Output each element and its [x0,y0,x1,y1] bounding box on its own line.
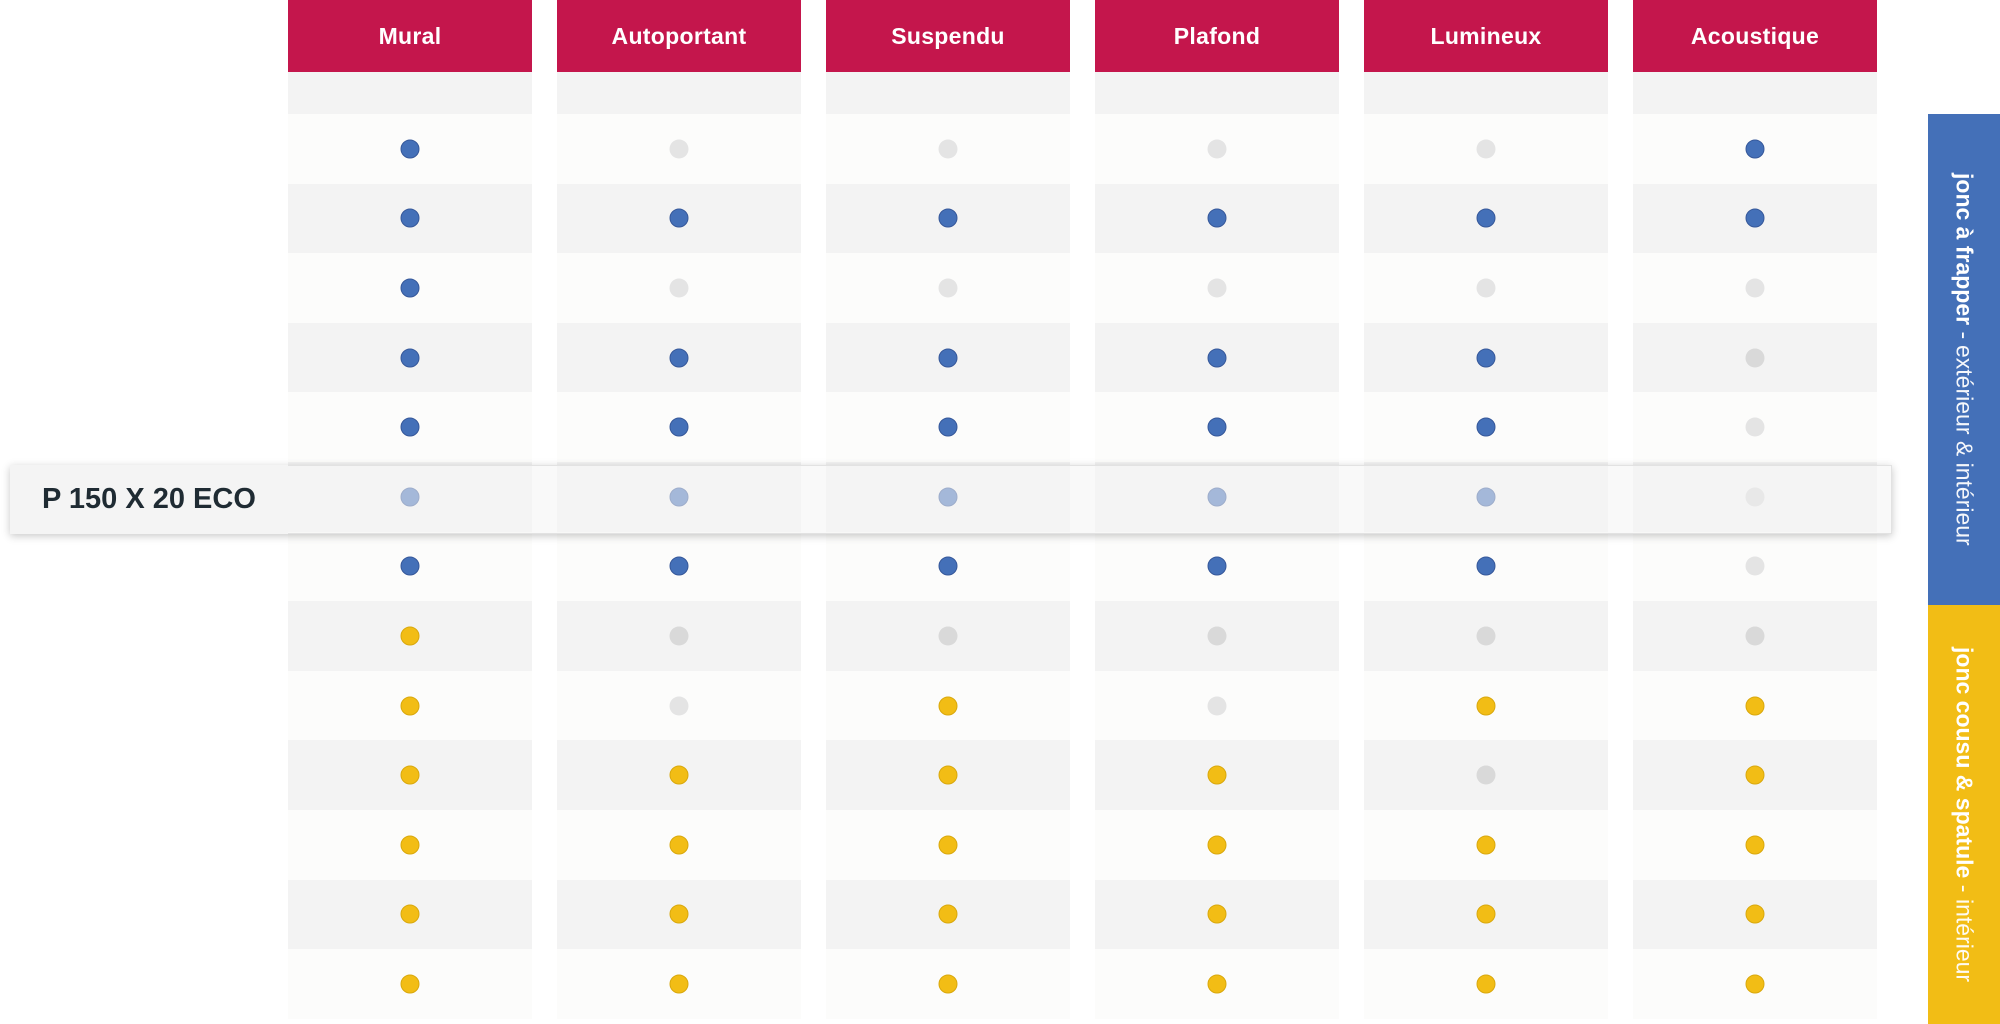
available-dot-icon [400,835,420,855]
group-subtitle: extérieur & intérieur [1951,345,1978,547]
available-dot-icon [1745,835,1765,855]
available-dot-icon [938,556,958,576]
available-dot-icon [400,626,420,646]
header-spacer [826,72,1070,114]
available-dot-icon [669,348,689,368]
unavailable-dot-icon [938,139,958,159]
available-dot-icon [400,556,420,576]
available-dot-icon [1476,208,1496,228]
unavailable-dot-icon [1476,765,1496,785]
group-subtitle: intérieur [1951,898,1978,982]
available-dot-icon [1745,904,1765,924]
available-dot-icon [938,974,958,994]
available-dot-icon [400,904,420,924]
available-dot-icon [938,417,958,437]
group-label-jonc-cousu-spatule: jonc cousu & spatule - intérieur [1928,605,2000,1024]
column-header: Plafond [1095,0,1339,72]
available-dot-icon [669,417,689,437]
available-dot-icon [1476,348,1496,368]
group-separator: - [1951,324,1978,346]
available-dot-icon [938,765,958,785]
available-dot-icon [1745,765,1765,785]
highlighted-row-label: P 150 X 20 ECO [10,465,288,534]
available-dot-icon [669,974,689,994]
unavailable-dot-icon [1745,626,1765,646]
available-dot-icon [1207,208,1227,228]
unavailable-dot-icon [938,626,958,646]
available-dot-icon [400,278,420,298]
header-spacer [1364,72,1608,114]
column-header: Acoustique [1633,0,1877,72]
available-dot-icon [1745,139,1765,159]
available-dot-icon [669,904,689,924]
available-dot-icon [1745,208,1765,228]
available-dot-icon [400,765,420,785]
available-dot-icon [669,835,689,855]
available-dot-icon [1476,696,1496,716]
available-dot-icon [1476,556,1496,576]
available-dot-icon [938,208,958,228]
available-dot-icon [938,904,958,924]
header-spacer [1633,72,1877,114]
unavailable-dot-icon [1745,348,1765,368]
unavailable-dot-icon [1207,139,1227,159]
column-header: Mural [288,0,532,72]
group-separator: - [1951,878,1978,899]
unavailable-dot-icon [1745,278,1765,298]
unavailable-dot-icon [669,278,689,298]
unavailable-dot-icon [669,626,689,646]
unavailable-dot-icon [1207,626,1227,646]
available-dot-icon [1207,417,1227,437]
available-dot-icon [1207,765,1227,785]
available-dot-icon [938,696,958,716]
group-label-jonc-a-frapper: jonc à frapper - extérieur & intérieur [1928,114,2000,605]
group-title: jonc à frapper [1951,172,1978,325]
column-header: Suspendu [826,0,1070,72]
unavailable-dot-icon [1207,278,1227,298]
available-dot-icon [938,835,958,855]
unavailable-dot-icon [1476,278,1496,298]
header-spacer [1095,72,1339,114]
available-dot-icon [1745,696,1765,716]
available-dot-icon [669,765,689,785]
available-dot-icon [1207,904,1227,924]
available-dot-icon [1476,835,1496,855]
unavailable-dot-icon [669,139,689,159]
available-dot-icon [400,974,420,994]
unavailable-dot-icon [1745,556,1765,576]
unavailable-dot-icon [1476,139,1496,159]
available-dot-icon [400,348,420,368]
column-header: Lumineux [1364,0,1608,72]
available-dot-icon [400,417,420,437]
available-dot-icon [1207,556,1227,576]
highlighted-row [10,465,1892,534]
available-dot-icon [1207,974,1227,994]
unavailable-dot-icon [938,278,958,298]
header-spacer [557,72,801,114]
available-dot-icon [400,696,420,716]
available-dot-icon [1476,974,1496,994]
available-dot-icon [400,139,420,159]
header-spacer [288,72,532,114]
available-dot-icon [1476,417,1496,437]
unavailable-dot-icon [1745,417,1765,437]
available-dot-icon [669,556,689,576]
available-dot-icon [1207,835,1227,855]
available-dot-icon [400,208,420,228]
available-dot-icon [1207,348,1227,368]
available-dot-icon [1745,974,1765,994]
unavailable-dot-icon [669,696,689,716]
group-title: jonc cousu & spatule [1951,647,1978,879]
available-dot-icon [938,348,958,368]
unavailable-dot-icon [1476,626,1496,646]
available-dot-icon [1476,904,1496,924]
unavailable-dot-icon [1207,696,1227,716]
column-header: Autoportant [557,0,801,72]
available-dot-icon [669,208,689,228]
